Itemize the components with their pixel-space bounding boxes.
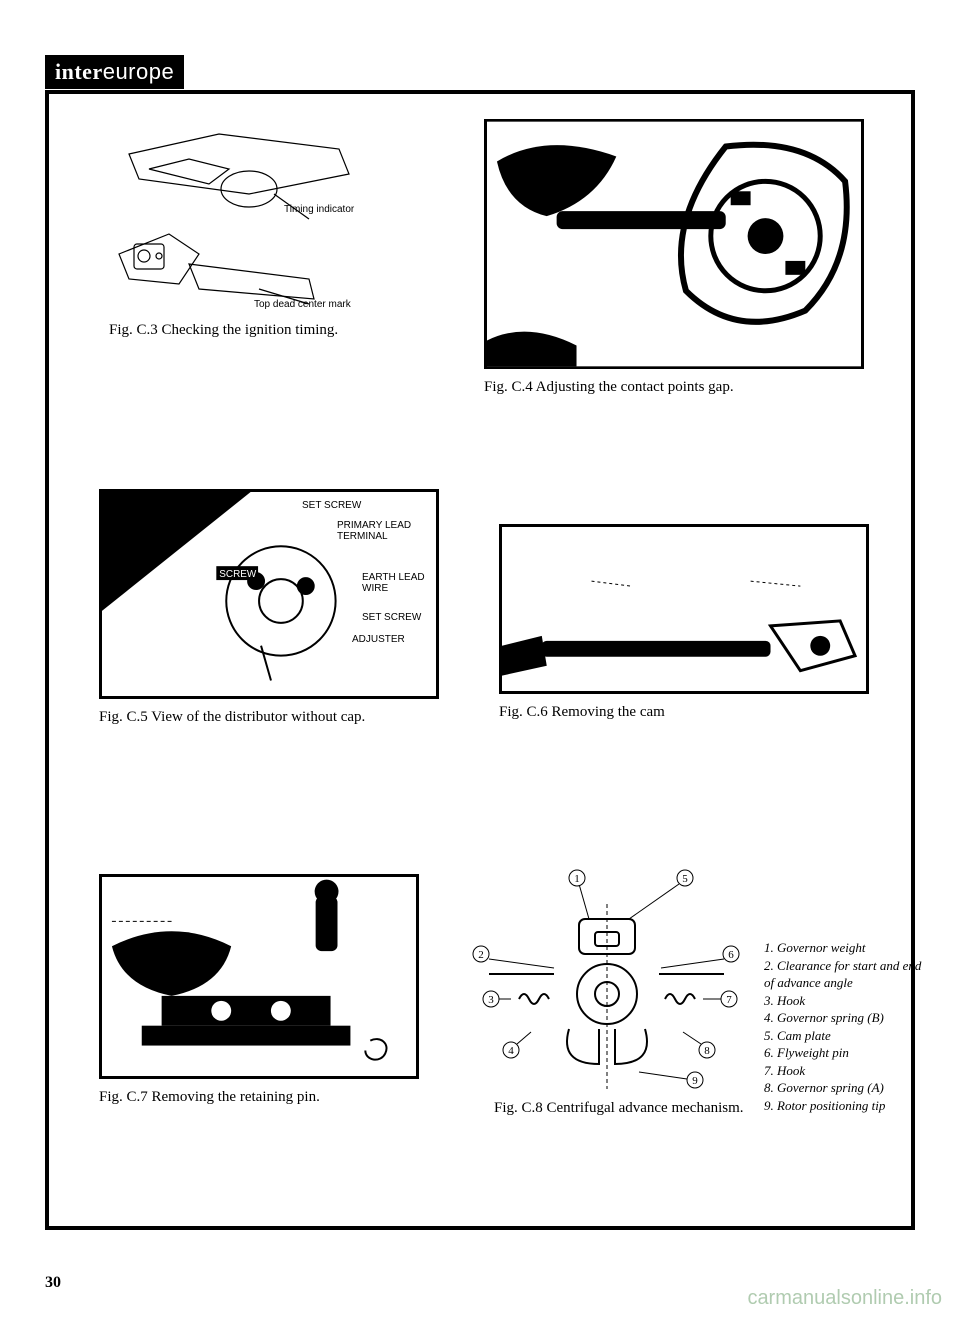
label-primary-lead: PRIMARY LEAD TERMINAL [337, 520, 432, 542]
svg-text:5: 5 [682, 873, 688, 885]
svg-text:1: 1 [574, 873, 580, 885]
caption-c4: Fig. C.4 Adjusting the contact points ga… [484, 379, 864, 396]
label-screw-highlight: SCREW [219, 569, 257, 580]
page-number: 30 [45, 1274, 61, 1292]
watermark: carmanualsonline.info [747, 1287, 942, 1310]
svg-text:7: 7 [726, 994, 732, 1006]
svg-text:9: 9 [692, 1075, 698, 1087]
figure-c4: Fig. C.4 Adjusting the contact points ga… [484, 119, 864, 396]
figure-c4-img [484, 119, 864, 369]
legend-item: 2. Clearance for start and end of advanc… [764, 957, 924, 992]
legend-item: 9. Rotor positioning tip [764, 1097, 924, 1115]
svg-text:4: 4 [508, 1045, 514, 1057]
legend-item: 5. Cam plate [764, 1027, 924, 1045]
legend-item: 6. Flyweight pin [764, 1044, 924, 1062]
legend-item: 8. Governor spring (A) [764, 1079, 924, 1097]
label-timing-indicator: Timing indicator [284, 204, 354, 215]
figure-c7-img [99, 874, 419, 1079]
label-set: SET SCREW [362, 612, 421, 623]
figure-c6-img [499, 524, 869, 694]
figure-c5: SCREW SET SCREW PRIMARY LEAD TERMINAL EA… [99, 489, 439, 726]
figure-c3-art: Timing indicator Top dead center mark [109, 124, 369, 314]
label-earth-lead: EARTH LEAD WIRE [362, 572, 432, 594]
svg-text:8: 8 [704, 1045, 710, 1057]
svg-text:3: 3 [488, 994, 494, 1006]
legend-item: 7. Hook [764, 1062, 924, 1080]
figure-c8: 1 5 2 6 3 7 4 8 9 1. Governor weight 2. … [469, 864, 899, 1117]
label-set-screw: SET SCREW [302, 500, 361, 511]
legend-item: 4. Governor spring (B) [764, 1009, 924, 1027]
figure-c6: Fig. C.6 Removing the cam [499, 524, 869, 721]
brand-suffix: europe [103, 59, 175, 84]
figure-c3: Timing indicator Top dead center mark Fi… [109, 124, 409, 339]
svg-text:6: 6 [728, 949, 734, 961]
caption-c6: Fig. C.6 Removing the cam [499, 704, 869, 721]
figure-c7: Fig. C.7 Removing the retaining pin. [99, 874, 419, 1106]
figure-c5-img: SCREW SET SCREW PRIMARY LEAD TERMINAL EA… [99, 489, 439, 699]
legend-item: 1. Governor weight [764, 939, 924, 957]
figure-c8-legend: 1. Governor weight 2. Clearance for star… [764, 939, 924, 1114]
caption-c5: Fig. C.5 View of the distributor without… [99, 709, 439, 726]
caption-c7: Fig. C.7 Removing the retaining pin. [99, 1089, 419, 1106]
label-tdc-mark: Top dead center mark [254, 299, 351, 310]
legend-item: 3. Hook [764, 992, 924, 1010]
figure-c8-diagram: 1 5 2 6 3 7 4 8 9 [469, 864, 744, 1094]
svg-text:2: 2 [478, 949, 484, 961]
caption-c3: Fig. C.3 Checking the ignition timing. [109, 322, 409, 339]
page-frame: Timing indicator Top dead center mark Fi… [45, 90, 915, 1230]
brand-prefix: inter [55, 59, 103, 84]
brand-header: intereurope [45, 55, 184, 89]
label-adjuster: ADJUSTER [352, 634, 405, 645]
